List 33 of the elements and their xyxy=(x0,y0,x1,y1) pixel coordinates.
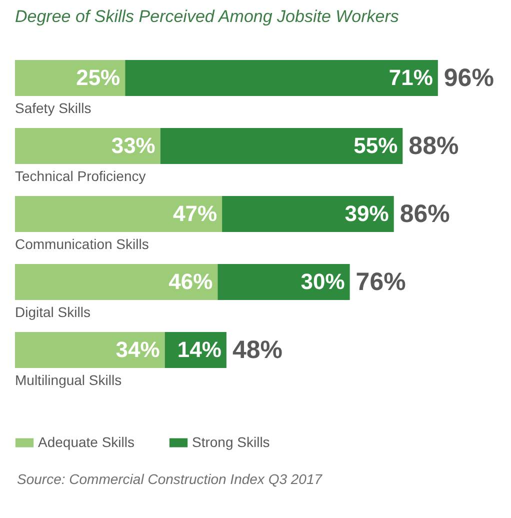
y-tick-label: Safety Skills xyxy=(15,100,92,116)
bar xyxy=(160,128,403,164)
data-label: 14% xyxy=(177,337,222,362)
total-label: 88% xyxy=(408,132,459,160)
data-label: 47% xyxy=(173,201,218,226)
bar xyxy=(15,196,222,232)
data-label: 39% xyxy=(344,201,389,226)
bar xyxy=(222,196,394,232)
y-tick-label: Multilingual Skills xyxy=(15,372,122,388)
bar xyxy=(15,264,218,300)
chart-title: Degree of Skills Perceived Among Jobsite Workers xyxy=(15,7,400,26)
bar xyxy=(125,60,438,96)
data-label: 46% xyxy=(168,269,213,294)
total-label: 86% xyxy=(400,200,450,228)
y-tick-label: Digital Skills xyxy=(15,304,90,320)
legend-label: Adequate Skills xyxy=(38,434,135,450)
y-tick-label: Communication Skills xyxy=(15,236,149,252)
bar xyxy=(15,128,160,164)
legend-label: Strong Skills xyxy=(192,434,270,450)
data-label: 34% xyxy=(116,337,160,362)
data-label: 33% xyxy=(111,133,156,158)
data-label: 71% xyxy=(388,65,433,90)
total-label: 48% xyxy=(232,336,282,364)
bar xyxy=(15,332,165,368)
bar xyxy=(15,60,126,96)
source-note: Source: Commercial Construction Index Q3 2017 xyxy=(17,471,324,487)
y-tick-label: Technical Proficiency xyxy=(15,168,146,184)
data-label: 30% xyxy=(300,269,345,294)
total-label: 76% xyxy=(356,268,406,296)
total-label: 96% xyxy=(444,64,494,92)
data-label: 55% xyxy=(354,133,398,158)
data-label: 25% xyxy=(76,65,120,90)
bar xyxy=(218,264,350,300)
